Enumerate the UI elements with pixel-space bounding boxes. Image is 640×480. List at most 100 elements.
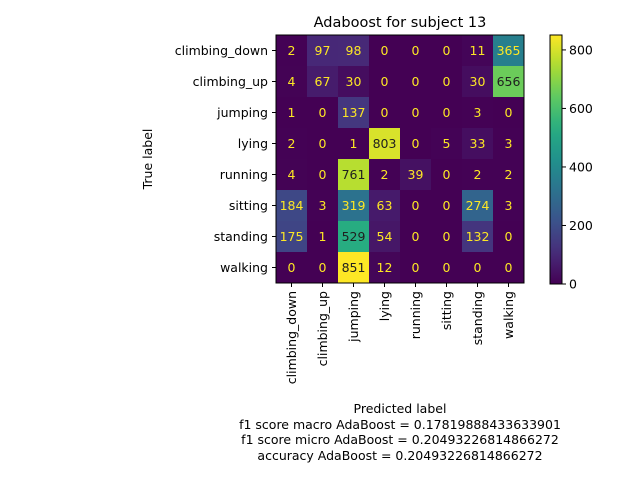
cell-value-label: 0 [443, 167, 451, 182]
cell-value-label: 0 [319, 136, 327, 151]
cell-value-label: 0 [443, 260, 451, 275]
heatmap-cell [369, 159, 401, 191]
x-tick-label: running [408, 291, 423, 339]
heatmap-cell [462, 252, 494, 284]
cell-value-label: 2 [474, 167, 482, 182]
cell-value-label: 656 [497, 74, 521, 89]
colorbar-tick-label: 400 [569, 159, 593, 174]
cell-value-label: 0 [381, 105, 389, 120]
cell-value-label: 274 [466, 198, 490, 213]
y-axis-label: True label [140, 129, 155, 191]
heatmap-cell [462, 128, 494, 160]
heatmap-cell [400, 252, 432, 284]
heatmap-cell [493, 35, 525, 67]
cell-value-label: 67 [315, 74, 331, 89]
heatmap-cell [276, 252, 308, 284]
heatmap-cell [307, 190, 339, 222]
plot-frame [275, 34, 525, 284]
heatmap-cell [369, 221, 401, 253]
cell-value-label: 0 [505, 229, 513, 244]
f1-micro-note: f1 score micro AdaBoost = 0.204932268148… [241, 432, 559, 447]
cell-value-label: 0 [381, 74, 389, 89]
x-tick-label: lying [377, 291, 392, 321]
heatmap-cell [276, 35, 308, 67]
cell-value-label: 803 [373, 136, 397, 151]
cell-value-label: 3 [505, 198, 513, 213]
cell-value-label: 0 [319, 260, 327, 275]
heatmap-cell [307, 221, 339, 253]
y-tick-label: climbing_down [175, 43, 268, 58]
heatmap-cell [369, 66, 401, 98]
x-tick-label: climbing_down [284, 291, 299, 384]
heatmap-cell [400, 159, 432, 191]
cell-value-label: 0 [412, 105, 420, 120]
heatmap-cell [493, 221, 525, 253]
heatmap-cell [431, 221, 463, 253]
cell-value-label: 137 [342, 105, 366, 120]
heatmap-cell [400, 35, 432, 67]
cell-value-label: 0 [412, 260, 420, 275]
cell-value-label: 4 [288, 167, 296, 182]
cell-value-label: 97 [315, 43, 331, 58]
cell-value-label: 132 [466, 229, 490, 244]
x-tick-label: standing [470, 291, 485, 345]
f1-macro-note: f1 score macro AdaBoost = 0.178198884336… [239, 417, 561, 432]
cell-value-label: 0 [288, 260, 296, 275]
y-tick-label: climbing_up [193, 74, 268, 89]
cell-value-label: 365 [497, 43, 521, 58]
heatmap-cell [431, 128, 463, 160]
cell-value-label: 319 [342, 198, 366, 213]
cell-value-label: 0 [443, 74, 451, 89]
heatmap-cell [462, 159, 494, 191]
heatmap-cell [493, 128, 525, 160]
heatmap-cell [493, 190, 525, 222]
cell-value-label: 30 [346, 74, 362, 89]
heatmap-cell [338, 128, 370, 160]
x-tick-label: walking [501, 291, 516, 339]
heatmap-cell [338, 190, 370, 222]
heatmap-cell [400, 190, 432, 222]
heatmap-cell [338, 97, 370, 129]
x-tick-labels: climbing_down climbing_up jumping lying runn… [284, 283, 516, 384]
heatmap-cell [400, 221, 432, 253]
cell-value-label: 2 [505, 167, 513, 182]
x-tick-label: climbing_up [315, 291, 330, 366]
cell-value-label: 0 [412, 74, 420, 89]
cell-value-label: 4 [288, 74, 296, 89]
heatmap-cell [462, 35, 494, 67]
heatmap-cell [338, 221, 370, 253]
cell-value-label: 0 [319, 167, 327, 182]
heatmap-cell [307, 252, 339, 284]
cell-value-label: 39 [408, 167, 424, 182]
cell-value-label: 761 [342, 167, 366, 182]
heatmap-cell [276, 190, 308, 222]
heatmap-cell [276, 159, 308, 191]
cell-value-label: 0 [443, 229, 451, 244]
heatmap-cell [400, 66, 432, 98]
colorbar-tick-label: 0 [569, 277, 577, 292]
cell-value-label: 1 [350, 136, 358, 151]
y-tick-label: sitting [229, 198, 268, 213]
heatmap-cell [307, 159, 339, 191]
heatmap-cell [276, 128, 308, 160]
cell-value-label: 1 [288, 105, 296, 120]
cell-value-label: 851 [342, 260, 366, 275]
y-tick-label: jumping [216, 105, 268, 120]
y-tick-label: running [220, 167, 268, 182]
accuracy-note: accuracy AdaBoost = 0.20493226814866272 [257, 448, 542, 463]
cell-value-label: 0 [381, 43, 389, 58]
heatmap-cell [462, 66, 494, 98]
colorbar-tick-label: 800 [569, 42, 593, 57]
heatmap-cell [493, 159, 525, 191]
cell-value-label: 12 [377, 260, 393, 275]
cell-value-label: 0 [412, 229, 420, 244]
y-tick-label: walking [220, 260, 268, 275]
heatmap-cell [369, 128, 401, 160]
heatmap-cell [493, 252, 525, 284]
heatmap-cell [338, 66, 370, 98]
cell-value-label: 3 [474, 105, 482, 120]
colorbar [549, 34, 563, 285]
heatmap-cell [462, 221, 494, 253]
heatmap-cell [307, 66, 339, 98]
